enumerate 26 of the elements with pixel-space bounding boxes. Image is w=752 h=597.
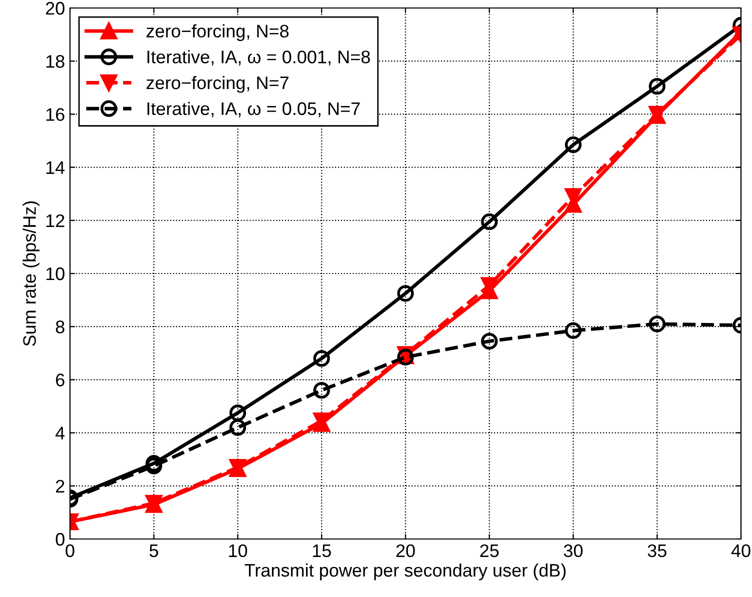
y-tick-label: 14: [46, 161, 65, 174]
y-tick-label: 2: [56, 480, 64, 492]
y-tick-label: 16: [46, 108, 64, 121]
x-tick-label: 40: [731, 544, 750, 558]
y-axis-title: Sum rate (bps/Hz): [22, 201, 40, 346]
x-tick-label: 20: [396, 544, 415, 558]
y-tick-label: 10: [46, 267, 64, 280]
x-tick-label: 25: [480, 544, 499, 558]
y-tick-label: 20: [46, 2, 64, 15]
x-tick-label: 0: [66, 544, 74, 558]
x-tick-label: 30: [564, 544, 583, 558]
legend-label: Iterative, IA, ω = 0.05, N=7: [148, 102, 360, 118]
y-tick-label: 4: [56, 426, 65, 440]
x-axis-title: Transmit power per secondary user (dB): [244, 563, 566, 580]
legend-label: zero−forcing, N=8: [146, 24, 289, 42]
legend-label: Iterative, IA, ω = 0.001, N=8: [148, 50, 370, 66]
y-tick-label: 18: [46, 55, 64, 68]
x-tick-label: 35: [648, 544, 666, 558]
y-tick-label: 6: [56, 374, 64, 386]
x-tick-label: 10: [229, 544, 248, 558]
x-tick-label: 15: [312, 544, 331, 558]
y-tick-label: 0: [56, 532, 64, 546]
legend-label: zero−forcing, N=7: [146, 76, 288, 93]
y-tick-label: 8: [56, 320, 64, 334]
y-tick-label: 12: [46, 214, 64, 227]
x-tick-label: 5: [150, 544, 158, 558]
